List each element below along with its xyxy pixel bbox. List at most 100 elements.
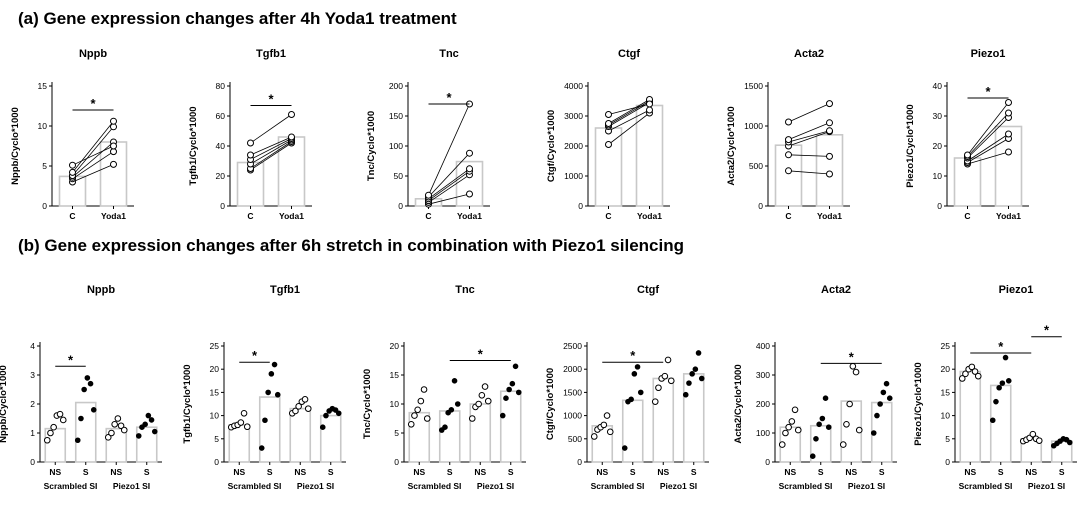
data-point xyxy=(288,133,295,141)
data-point xyxy=(964,151,971,159)
data-point xyxy=(271,361,278,368)
y-tick-label: 15 xyxy=(38,81,48,91)
pair-line xyxy=(72,120,114,173)
data-point xyxy=(637,389,644,396)
data-point xyxy=(692,366,699,373)
data-point xyxy=(484,397,492,405)
bar xyxy=(652,377,675,463)
data-point xyxy=(50,423,57,431)
data-point xyxy=(59,416,67,424)
data-point xyxy=(110,160,117,168)
x-tick-label: Yoda1 xyxy=(101,211,126,221)
chart-title: Tnc xyxy=(439,48,459,60)
chart-a-nppb: Nppb Nppb/Cyclo*1000 0 5 10 15 C Yoda1 * xyxy=(10,48,134,221)
data-point xyxy=(655,384,662,392)
data-point xyxy=(475,400,482,408)
data-point xyxy=(110,142,117,150)
data-point xyxy=(1002,354,1009,361)
bar xyxy=(594,127,623,207)
data-point xyxy=(69,168,76,176)
data-point xyxy=(108,429,115,437)
group-label: Piezo1 SI xyxy=(848,481,885,491)
data-point xyxy=(110,117,117,125)
y-tick-label: 0 xyxy=(945,457,950,467)
data-point xyxy=(243,423,251,431)
data-point xyxy=(999,380,1006,386)
data-point xyxy=(874,412,880,419)
y-tick-label: 20 xyxy=(941,364,951,374)
y-tick-label: 0 xyxy=(578,201,583,211)
y-tick-label: 0 xyxy=(937,201,942,211)
data-point xyxy=(816,421,822,428)
y-axis-label: Nppb/Cyclo*1000 xyxy=(10,107,21,185)
bar xyxy=(438,410,461,463)
group-label: Piezo1 SI xyxy=(1028,481,1065,491)
data-point xyxy=(417,397,425,405)
data-point xyxy=(785,151,792,159)
data-point xyxy=(822,395,829,402)
chart-title: Acta2 xyxy=(821,284,851,296)
x-tick-label: NS xyxy=(1025,467,1037,477)
data-point xyxy=(87,380,94,387)
y-tick-label: 10 xyxy=(941,411,951,421)
data-point xyxy=(43,436,51,444)
data-point xyxy=(117,422,125,430)
y-axis-label: Ctgf/Cyclo*1000 xyxy=(545,368,556,440)
data-point xyxy=(478,392,486,399)
data-point xyxy=(603,412,611,419)
group-label: Scrambled SI xyxy=(228,481,282,491)
data-point xyxy=(69,161,76,169)
data-point xyxy=(606,428,614,436)
y-tick-label: 1 xyxy=(30,428,35,438)
data-point xyxy=(689,371,695,377)
y-tick-label: 25 xyxy=(941,341,951,351)
data-point xyxy=(265,389,271,396)
pair-line xyxy=(788,122,830,140)
data-point xyxy=(466,190,473,198)
data-point xyxy=(646,106,653,114)
x-tick-label: C xyxy=(247,211,253,221)
data-point xyxy=(1035,437,1043,444)
data-point xyxy=(958,375,966,382)
pair-line xyxy=(608,100,650,126)
data-point xyxy=(826,100,833,108)
bar xyxy=(228,424,251,463)
data-point xyxy=(819,415,826,422)
bar xyxy=(682,373,705,463)
group-label: Piezo1 SI xyxy=(113,481,150,491)
significance-label: * xyxy=(446,90,452,105)
bar xyxy=(319,414,342,463)
data-point xyxy=(1005,148,1012,156)
y-tick-label: 10 xyxy=(390,399,400,409)
chart-title: Tnc xyxy=(455,284,475,296)
data-point xyxy=(512,363,519,370)
x-tick-label: C xyxy=(964,211,970,221)
x-tick-label: S xyxy=(1059,467,1065,477)
group-label: Scrambled SI xyxy=(408,481,462,491)
y-tick-label: 80 xyxy=(216,81,226,91)
data-point xyxy=(664,356,672,364)
y-tick-label: 100 xyxy=(389,141,403,151)
y-tick-label: 50 xyxy=(394,171,404,181)
data-point xyxy=(968,363,976,371)
bar xyxy=(499,390,522,463)
data-point xyxy=(698,375,705,382)
chart-b-acta2: Acta2 Acta2/Cyclo*1000 0 100 200 300 400 NS S NS S… xyxy=(733,284,897,491)
data-point xyxy=(825,424,832,431)
y-tick-label: 0 xyxy=(577,457,582,467)
y-tick-label: 60 xyxy=(216,111,226,121)
data-point xyxy=(993,398,999,405)
data-point xyxy=(962,370,969,378)
data-point xyxy=(319,424,326,431)
pair-line xyxy=(788,130,830,143)
data-point xyxy=(420,386,428,393)
group-label: Piezo1 SI xyxy=(660,481,697,491)
pair-line xyxy=(788,170,830,175)
data-point xyxy=(1005,130,1012,138)
data-point xyxy=(515,389,522,396)
x-tick-label: S xyxy=(879,467,885,477)
chart-title: Nppb xyxy=(87,284,115,296)
data-point xyxy=(686,380,692,386)
y-axis-label: Tnc/Cyclo*1000 xyxy=(366,111,377,181)
y-tick-label: 20 xyxy=(933,141,943,151)
